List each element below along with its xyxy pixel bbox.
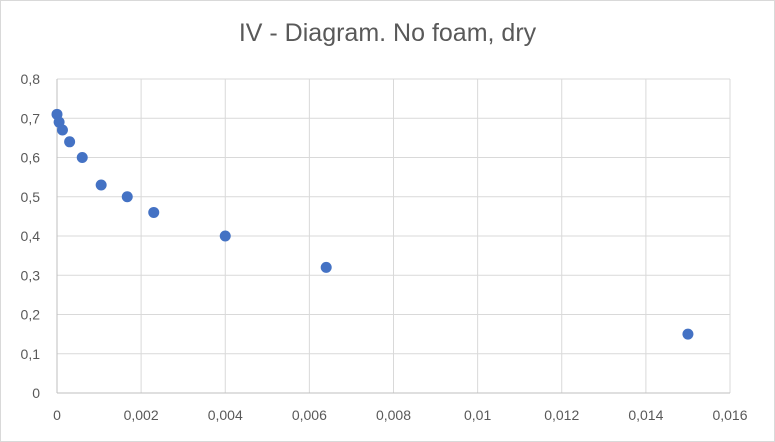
data-point (320, 261, 332, 273)
x-tick-label: 0,006 (292, 407, 327, 423)
y-tick-label: 0,8 (21, 71, 41, 87)
y-tick-label: 0,5 (21, 189, 41, 205)
axis-layer (56, 79, 730, 394)
y-tick-label: 0,6 (21, 150, 41, 166)
data-point (219, 230, 231, 242)
x-tick-label: 0,016 (712, 407, 747, 423)
x-tick-label: 0,004 (208, 407, 243, 423)
data-point (682, 328, 694, 340)
data-point (121, 191, 133, 203)
data-point (56, 124, 68, 136)
x-tick-label: 0,008 (376, 407, 411, 423)
x-tick-label: 0,002 (124, 407, 159, 423)
y-tick-label: 0,7 (21, 110, 41, 126)
data-point (148, 206, 160, 218)
chart-title: IV - Diagram. No foam, dry (238, 19, 537, 47)
x-tick-label: 0,012 (544, 407, 579, 423)
tick-label-layer: 0 0,1 0,2 0,3 0,4 0,5 0,6 0,7 0,8 0 0,002 0,004 0,00… (21, 71, 748, 423)
y-tick-label: 0,1 (21, 346, 41, 362)
y-tick-label: 0 (32, 385, 40, 401)
y-tick-label: 0,3 (21, 267, 41, 283)
y-tick-label: 0,4 (21, 228, 41, 244)
data-point (76, 152, 88, 163)
y-tick-label: 0,2 (21, 307, 41, 323)
grid-layer (57, 78, 731, 393)
x-tick-label: 0,01 (464, 407, 491, 423)
data-points-layer (51, 108, 694, 340)
data-point (95, 179, 107, 191)
data-point (64, 136, 76, 148)
x-tick-label: 0 (53, 407, 61, 423)
x-tick-label: 0,014 (628, 407, 663, 423)
